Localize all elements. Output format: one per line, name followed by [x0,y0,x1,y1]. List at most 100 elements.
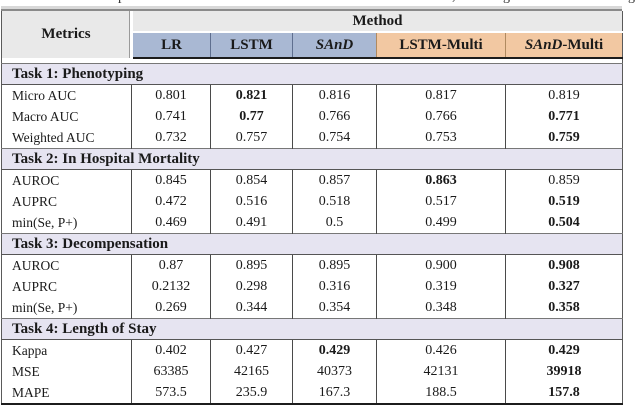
table-row: AUPRC 0.472 0.516 0.518 0.517 0.519 [1,191,623,212]
table-row: MAPE 573.5 235.9 167.3 188.5 157.8 [1,382,623,404]
metric-value: 0.499 [376,212,506,234]
method-header-lr: LR [131,32,211,59]
metric-value: 0.819 [504,84,623,106]
method-header-sand-multi: SAnD-Multi [504,32,623,59]
metric-label: MSE [1,361,132,382]
table-row: Kappa 0.402 0.427 0.429 0.426 0.429 [1,339,623,361]
metric-value: 0.519 [504,191,623,212]
metric-value: 0.821 [210,84,293,106]
caption-fragment-char: p [118,0,125,5]
metric-value: 0.344 [210,297,293,319]
metric-label: Weighted AUC [1,127,132,149]
section-title: Task 2: In Hospital Mortality [1,148,623,170]
table-row: AUROC 0.87 0.895 0.895 0.900 0.908 [1,254,623,276]
metric-label: MAPE [1,382,132,404]
metric-label: Micro AUC [1,84,132,106]
caption-fragment-char: g [503,0,510,5]
metric-value: 0.426 [376,339,506,361]
metric-value: 39918 [504,361,623,382]
section-title: Task 3: Decompensation [1,233,623,255]
caption-fragment-char: , [452,0,456,5]
metric-value: 0.427 [210,339,293,361]
metric-value: 0.491 [210,212,293,234]
metric-value: 0.429 [292,339,377,361]
metric-value: 0.5 [292,212,377,234]
metric-value: 235.9 [210,382,293,404]
metric-value: 0.732 [131,127,211,149]
header-gap-cell [1,58,623,64]
metric-value: 0.358 [504,297,623,319]
metric-value: 0.354 [292,297,377,319]
metric-value: 0.472 [131,191,211,212]
metric-value: 0.469 [131,212,211,234]
metric-value: 0.845 [131,169,211,191]
metric-value: 0.753 [376,127,506,149]
cropped-caption-fragment: p, g g [0,0,640,7]
metric-value: 0.908 [504,254,623,276]
caption-fragment-char: g [628,0,635,5]
metric-value: 0.766 [292,106,377,127]
metric-label: min(Se, P+) [1,297,132,319]
metric-value: 0.429 [504,339,623,361]
method-group-header: Method [131,11,623,33]
metric-value: 42131 [376,361,506,382]
metric-label: Macro AUC [1,106,132,127]
metric-value: 0.857 [292,169,377,191]
metric-value: 0.77 [210,106,293,127]
metric-value: 63385 [131,361,211,382]
metric-value: 0.269 [131,297,211,319]
metric-value: 0.766 [376,106,506,127]
metric-value: 0.817 [376,84,506,106]
table-row: Weighted AUC 0.732 0.757 0.754 0.753 0.759 [1,127,623,149]
method-header-lstm: LSTM [210,32,293,59]
method-header-lstm-multi: LSTM-Multi [376,32,506,59]
metric-value: 0.754 [292,127,377,149]
metric-value: 0.771 [504,106,623,127]
method-header-sand: SAnD [292,32,377,59]
table-row: MSE 63385 42165 40373 42131 39918 [1,361,623,382]
metric-value: 0.316 [292,276,377,297]
metric-value: 0.402 [131,339,211,361]
header-row-methods: LR LSTM SAnD LSTM-Multi SAnD-Multi [2,32,623,59]
metric-value: 0.895 [292,254,377,276]
metric-label: AUPRC [1,276,132,297]
metric-value: 40373 [292,361,377,382]
metric-value: 0.757 [210,127,293,149]
header-row-method: Metrics Method [1,11,623,58]
metric-value: 167.3 [292,382,377,404]
metric-value: 0.895 [210,254,293,276]
results-table-wrapper: Metrics Method LR LSTM SAnD LSTM-Multi SAnD-… [1,9,624,405]
metric-label: AUROC [1,169,132,191]
table-row: min(Se, P+) 0.269 0.344 0.354 0.348 0.358 [1,297,623,319]
header-gap-row [1,58,623,64]
table-row: min(Se, P+) 0.469 0.491 0.5 0.499 0.504 [1,212,623,234]
section-header-row: Task 2: In Hospital Mortality [1,148,623,170]
metric-value: 0.900 [376,254,506,276]
metric-value: 0.518 [292,191,377,212]
section-header-row: Task 1: Phenotyping [1,63,623,85]
metric-value: 0.504 [504,212,623,234]
metric-value: 188.5 [376,382,506,404]
table-row: AUPRC 0.2132 0.298 0.316 0.319 0.327 [1,276,623,297]
metric-label: AUROC [1,254,132,276]
metric-value: 0.87 [131,254,211,276]
section-title: Task 1: Phenotyping [1,63,623,85]
table-row: AUROC 0.845 0.854 0.857 0.863 0.859 [1,169,623,191]
metric-value: 0.759 [504,127,623,149]
metrics-column-header: Metrics [1,11,133,58]
metric-value: 42165 [210,361,293,382]
section-header-row: Task 4: Length of Stay [1,318,623,340]
metric-value: 573.5 [131,382,211,404]
metric-label: AUPRC [1,191,132,212]
metric-value: 0.859 [504,169,623,191]
metric-value: 0.327 [504,276,623,297]
metric-value: 0.2132 [131,276,211,297]
metric-value: 0.517 [376,191,506,212]
metric-value: 0.348 [376,297,506,319]
table-row: Macro AUC 0.741 0.77 0.766 0.766 0.771 [1,106,623,127]
metric-value: 0.863 [376,169,506,191]
metric-value: 157.8 [504,382,623,404]
metric-value: 0.801 [131,84,211,106]
metric-label: Kappa [1,339,132,361]
